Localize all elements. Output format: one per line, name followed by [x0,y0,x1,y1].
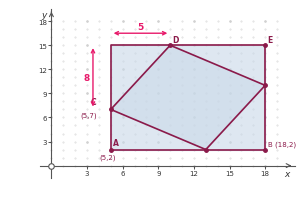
Text: (5,2): (5,2) [99,154,116,160]
Text: x: x [284,169,289,178]
Polygon shape [111,46,265,150]
Text: 5: 5 [137,23,143,32]
Text: y: y [42,11,47,20]
Polygon shape [111,46,265,150]
Text: C: C [91,98,97,107]
Text: D: D [173,36,179,44]
Text: A: A [113,138,119,147]
Text: E: E [268,36,273,44]
Text: B (18,2): B (18,2) [268,141,296,147]
Text: 8: 8 [83,74,89,82]
Text: (5,7): (5,7) [80,112,97,118]
